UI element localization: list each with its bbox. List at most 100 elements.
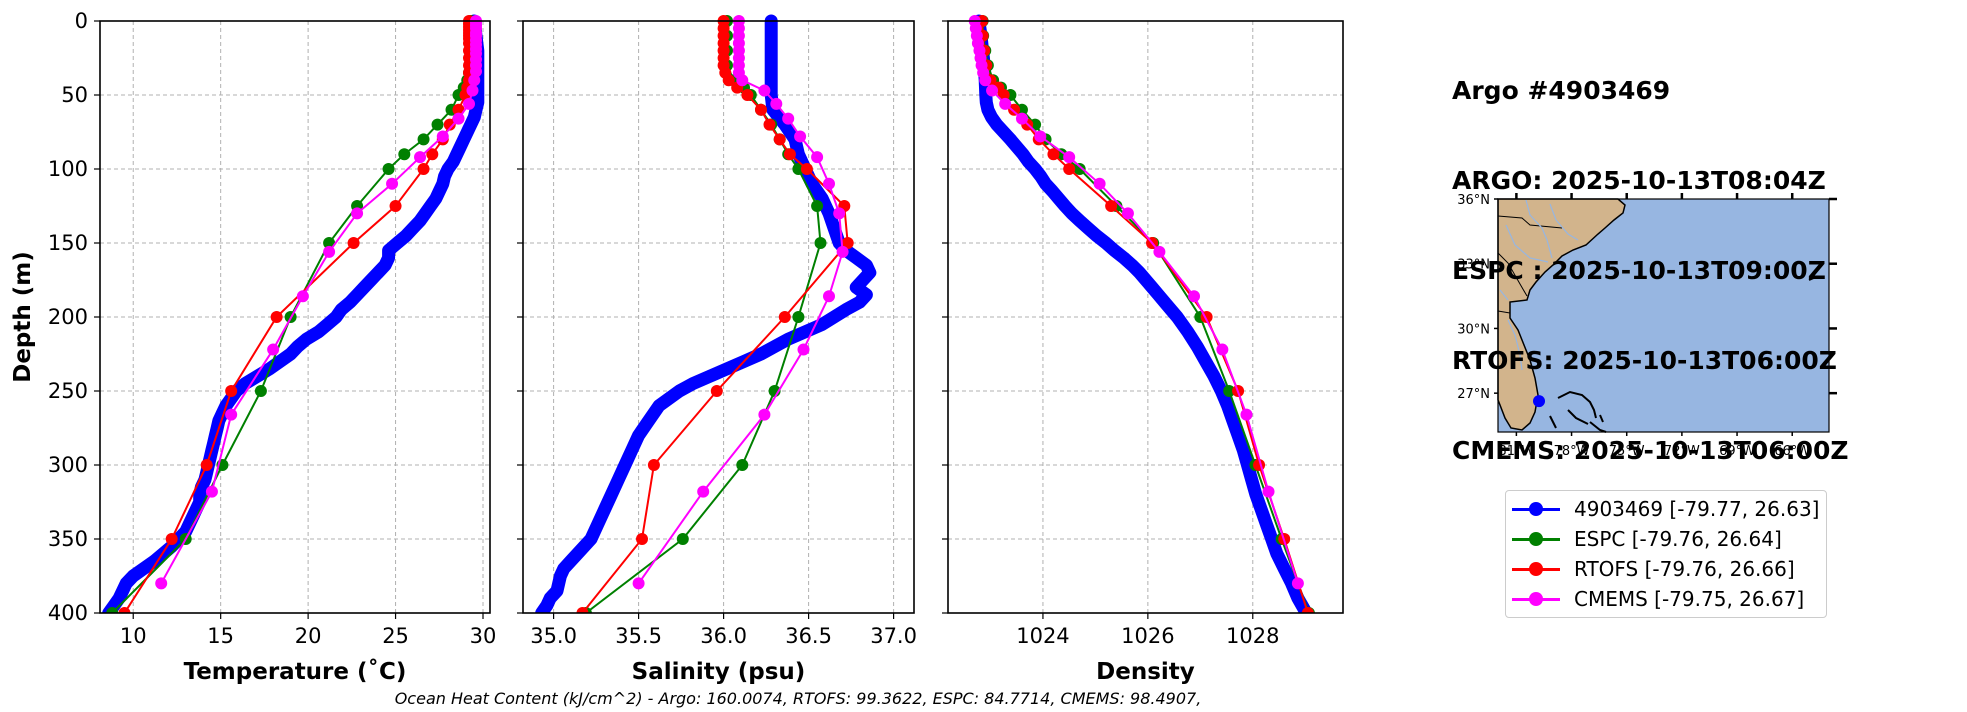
argo-float-marker	[1533, 395, 1546, 408]
data-point-rtofs	[755, 103, 767, 116]
legend-label: 4903469 [-79.77, 26.63]	[1574, 497, 1820, 521]
data-point-cmems	[1093, 177, 1106, 190]
data-point-cmems	[758, 84, 771, 97]
x-tick-label: 35.5	[615, 624, 662, 648]
legend-item-argo: 4903469 [-79.77, 26.63]	[1512, 494, 1820, 524]
series-group	[968, 14, 1315, 613]
data-point-cmems	[811, 151, 824, 164]
x-tick-label: 1028	[1226, 624, 1279, 648]
series-line-argo-4903469	[535, 14, 877, 613]
data-point-cmems	[1188, 290, 1201, 303]
data-point-cmems	[833, 207, 846, 220]
data-point-rtofs	[722, 74, 735, 87]
data-point-cmems	[205, 485, 218, 498]
data-point-espc	[814, 237, 827, 249]
data-point-cmems	[225, 408, 238, 421]
cmems-time: CMEMS: 2025-10-13T06:00Z	[1452, 436, 1849, 465]
data-point-cmems	[1240, 408, 1253, 421]
y-tick-label: 100	[48, 157, 88, 181]
data-point-espc	[811, 200, 824, 212]
x-tick-label: 20	[295, 624, 322, 648]
data-point-cmems	[794, 130, 807, 143]
x-tick-label: 10	[120, 624, 147, 648]
data-point-espc	[323, 237, 336, 249]
map-lon-label: 72°W	[1664, 444, 1700, 459]
data-point-cmems	[986, 84, 999, 97]
x-tick-label: 36.0	[700, 624, 747, 648]
data-point-cmems	[836, 245, 849, 258]
legend-swatch-icon	[1512, 502, 1560, 516]
data-point-rtofs	[1047, 148, 1060, 161]
data-point-rtofs	[1301, 607, 1314, 613]
float-id-title: Argo #4903469	[1452, 76, 1671, 105]
map-land-southeast-us	[1497, 198, 1626, 431]
data-point-rtofs	[773, 133, 786, 146]
data-point-rtofs	[800, 163, 813, 175]
data-point-rtofs	[200, 459, 213, 471]
map-ticks: 81°W 78°W 75°W 72°W 69°W 66°W 36°N 33°N 30°N 27°N	[1457, 193, 1837, 459]
y-tick-label: 50	[61, 83, 88, 107]
espc-time: ESPC : 2025-10-13T09:00Z	[1452, 256, 1826, 285]
x-tick-label: 35.0	[530, 624, 577, 648]
axes-frame	[522, 20, 915, 614]
legend-label: CMEMS [-79.75, 26.67]	[1574, 587, 1805, 611]
data-point-espc	[417, 133, 430, 146]
data-point-rtofs	[647, 459, 660, 471]
legend-swatch-icon	[1512, 562, 1560, 576]
data-point-cmems	[782, 112, 795, 125]
data-point-cmems	[632, 577, 645, 590]
legend-item-rtofs: RTOFS [-79.76, 26.66]	[1512, 554, 1820, 584]
y-tick-label: 300	[48, 453, 88, 477]
data-point-rtofs	[1105, 200, 1118, 212]
data-point-rtofs	[778, 311, 791, 323]
data-point-espc	[676, 533, 689, 545]
data-point-cmems	[351, 207, 364, 220]
data-point-cmems	[1216, 343, 1229, 356]
legend-swatch-icon	[1512, 532, 1560, 546]
data-point-rtofs	[636, 533, 648, 545]
x-axis-title: Density	[1096, 659, 1195, 685]
legend: 4903469 [-79.77, 26.63] ESPC [-79.76, 26…	[1505, 490, 1827, 618]
legend-label: RTOFS [-79.76, 26.66]	[1574, 557, 1795, 581]
axes-frame	[99, 20, 491, 614]
data-point-rtofs	[763, 118, 776, 131]
data-point-espc	[106, 607, 119, 613]
axes-frame	[947, 20, 1344, 614]
data-point-cmems	[1034, 130, 1047, 143]
x-tick-label: 25	[382, 624, 409, 648]
data-point-cmems	[1153, 245, 1166, 258]
data-point-rtofs	[1063, 163, 1076, 175]
data-point-cmems	[797, 343, 810, 356]
data-point-rtofs	[225, 385, 238, 397]
map-bahamas	[1549, 390, 1607, 433]
header-info: Argo #4903469 ARGO: 2025-10-13T08:04Z ES…	[1452, 16, 1849, 496]
map-lon-label: 78°W	[1554, 444, 1590, 459]
data-point-cmems	[296, 290, 309, 303]
y-tick-label: 250	[48, 379, 88, 403]
data-point-cmems	[414, 151, 427, 164]
data-point-rtofs	[165, 533, 178, 545]
data-point-rtofs	[1008, 103, 1021, 116]
data-point-cmems	[468, 74, 481, 87]
data-point-rtofs	[118, 607, 131, 613]
data-point-cmems	[466, 84, 479, 97]
data-point-cmems	[758, 408, 771, 421]
temperature-panel: 10 15 20 25 30050100150200250300350400Temper…	[48, 9, 496, 685]
map-lat-label: 36°N	[1457, 193, 1490, 208]
data-point-cmems	[323, 245, 336, 258]
rtofs-time: RTOFS: 2025-10-13T06:00Z	[1452, 346, 1837, 375]
data-point-cmems	[1262, 485, 1275, 498]
depth-axis-title: Depth (m)	[10, 251, 36, 383]
y-tick-label: 150	[48, 231, 88, 255]
data-point-rtofs	[347, 237, 360, 249]
data-point-cmems	[386, 177, 399, 190]
map-lat-label: 30°N	[1457, 322, 1490, 337]
data-point-rtofs	[783, 148, 796, 161]
data-point-rtofs	[270, 311, 283, 323]
density-panel: 1024 1026 1028 Density	[942, 14, 1344, 685]
series-line-cmems	[637, 21, 844, 584]
data-point-cmems	[1015, 112, 1028, 125]
series-group	[102, 14, 485, 613]
series-line-argo-4903469	[102, 14, 485, 613]
y-tick-label: 200	[48, 305, 88, 329]
